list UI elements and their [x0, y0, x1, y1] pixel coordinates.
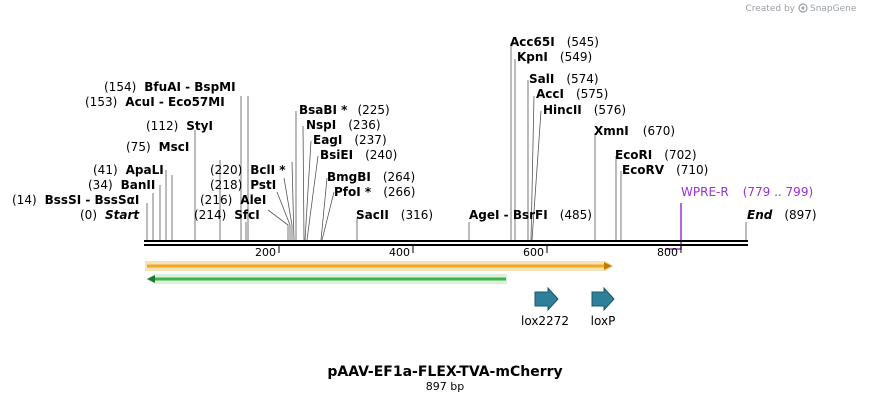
site-11: (220) BclI * — [210, 163, 286, 177]
site-12: BsaBI * (225) — [299, 103, 390, 117]
site-22: SalI (574) — [529, 72, 599, 86]
site-16: BmgBI (264) — [327, 170, 415, 184]
site-1: (0) Start — [80, 208, 140, 222]
lox2272-arrow-icon — [534, 286, 559, 312]
forward-orf-arrow — [145, 261, 614, 271]
plasmid-length: 897 bp — [426, 380, 464, 393]
site-21: KpnI (549) — [517, 50, 592, 64]
ruler-label: 800 — [657, 246, 678, 259]
ruler: 200 400 600 800 — [255, 246, 682, 259]
site-labels: (14) BssSI - BssSαI (0) Start (34) BanII (4… — [12, 35, 817, 222]
site-14: EagI (237) — [313, 133, 387, 147]
site-0: (14) BssSI - BssSαI — [12, 193, 139, 207]
site-25: XmnI (670) — [594, 124, 675, 138]
snapgene-logo-icon — [798, 3, 808, 13]
primer-label: WPRE-R (779 .. 799) — [681, 185, 813, 199]
ruler-label: 600 — [523, 246, 544, 259]
feature-lox2272: lox2272 — [521, 286, 569, 328]
lox2272-label: lox2272 — [521, 314, 569, 328]
site-20: Acc65I (545) — [510, 35, 599, 49]
credit-brand: SnapGene — [810, 4, 857, 14]
site-2: (34) BanII — [88, 178, 155, 192]
plasmid-name: pAAV-EF1a-FLEX-TVA-mCherry — [327, 364, 562, 380]
site-6: (153) AcuI - Eco57MI — [85, 95, 225, 109]
site-19: AgeI - BsrFI (485) — [469, 208, 592, 222]
backbone-strand-bottom — [144, 244, 748, 246]
site-5: (112) StyI — [146, 119, 213, 133]
site-13: NspI (236) — [306, 118, 381, 132]
primer-bracket — [665, 203, 682, 250]
site-27: EcoRV (710) — [622, 163, 708, 177]
site-7: (154) BfuAI - BspMI — [104, 80, 236, 94]
ruler-label: 400 — [389, 246, 410, 259]
site-9: (216) AleI — [200, 193, 266, 207]
site-8: (214) SfcI — [194, 208, 260, 222]
ruler-label: 200 — [255, 246, 276, 259]
site-15: BsiEI (240) — [320, 148, 397, 162]
backbone — [144, 240, 748, 246]
site-26: EcoRI (702) — [615, 148, 697, 162]
snapgene-credit: Created by SnapGene — [745, 3, 857, 14]
site-24: HincII (576) — [543, 103, 626, 117]
site-3: (41) ApaLI — [93, 163, 164, 177]
site-28: End (897) — [747, 208, 817, 222]
snapgene-logo-dot — [801, 6, 805, 10]
site-4: (75) MscI — [126, 140, 189, 154]
feature-loxp: loxP — [591, 286, 616, 328]
site-17: PfoI * (266) — [334, 185, 415, 199]
backbone-strand-top — [144, 240, 748, 242]
site-18: SacII (316) — [356, 208, 433, 222]
site-10: (218) PstI — [210, 178, 276, 192]
credit-prefix: Created by — [745, 4, 795, 14]
loxp-arrow-icon — [591, 286, 615, 312]
primer-wpre-r: WPRE-R (779 .. 799) — [665, 185, 813, 250]
reverse-orf-arrow — [146, 274, 507, 284]
site-leader-lines — [146, 43, 747, 241]
site-23: AccI (575) — [536, 87, 608, 101]
loxp-label: loxP — [591, 314, 616, 328]
